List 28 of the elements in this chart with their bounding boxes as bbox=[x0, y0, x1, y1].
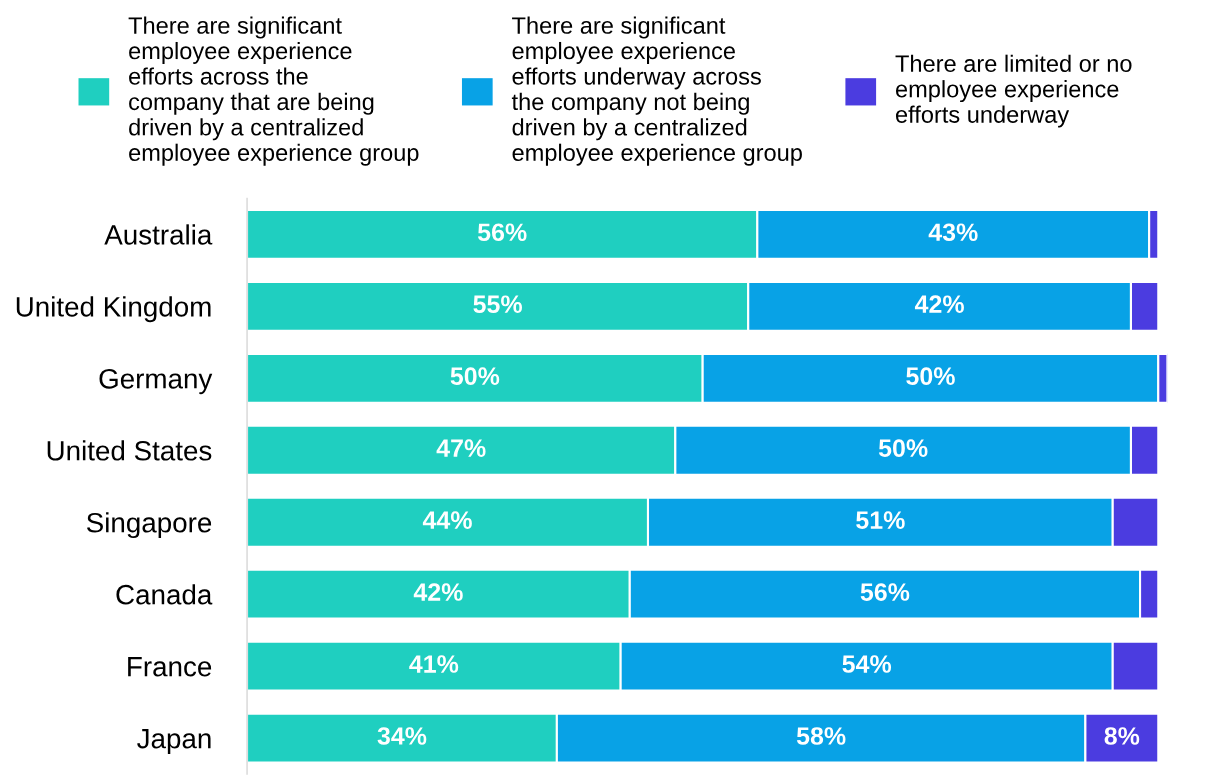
data-label: 50% bbox=[878, 439, 928, 457]
data-label: 54% bbox=[842, 655, 892, 673]
data-label: 42% bbox=[413, 583, 463, 601]
data-label: 56% bbox=[860, 583, 910, 601]
legend-label: There are significant employee experience efforts underway across the company not being driven by a centralized employee experience group bbox=[511, 16, 802, 166]
data-label: 55% bbox=[473, 295, 522, 314]
legend-label: There are significant employee experience efforts across the company that are being driven by a centralized employee experience group bbox=[128, 16, 419, 166]
data-label: 47% bbox=[436, 439, 486, 457]
data-label: 44% bbox=[422, 511, 472, 529]
y-tick-label: Australia bbox=[104, 224, 213, 245]
data-label: 34% bbox=[377, 727, 427, 745]
y-tick-label: Germany bbox=[99, 368, 213, 395]
data-label: 41% bbox=[409, 655, 459, 673]
y-tick-label: United States bbox=[47, 440, 212, 461]
y-tick-label: Japan bbox=[137, 729, 211, 754]
data-label: 51% bbox=[856, 511, 905, 529]
data-label: 8% bbox=[1104, 727, 1140, 745]
y-tick-label: United Kingdom bbox=[16, 296, 211, 323]
data-label: 50% bbox=[906, 367, 955, 386]
data-label: 56% bbox=[477, 223, 527, 242]
legend-label: There are limited or no employee experience efforts underway bbox=[895, 54, 1132, 128]
data-label: 58% bbox=[796, 727, 846, 745]
data-label: 50% bbox=[450, 367, 500, 386]
data-label: 43% bbox=[928, 223, 978, 242]
data-label: 42% bbox=[914, 295, 964, 313]
y-tick-label: Canada bbox=[116, 584, 213, 605]
y-tick-label: France bbox=[128, 657, 212, 677]
y-tick-label: Singapore bbox=[86, 512, 212, 539]
